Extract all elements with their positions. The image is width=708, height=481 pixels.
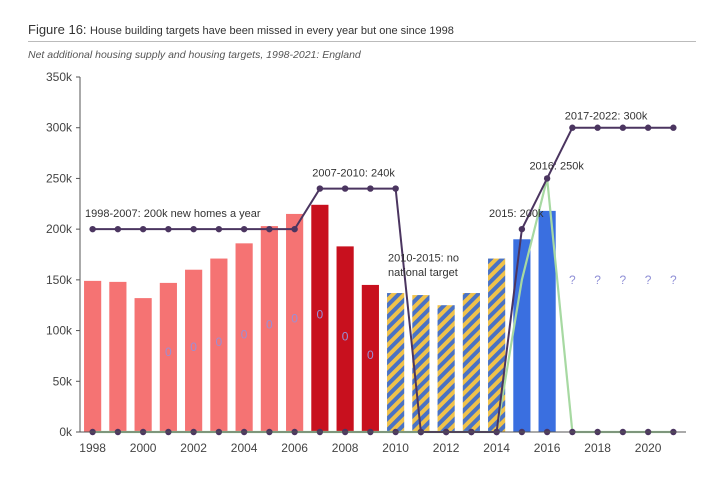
target-annotation: 2017-2022: 300k xyxy=(565,111,648,123)
figure-number: Figure 16: xyxy=(28,22,87,37)
y-tick-label: 50k xyxy=(53,374,73,388)
supply-bar xyxy=(286,213,304,432)
y-tick-label: 200k xyxy=(46,222,73,236)
supply-bar xyxy=(437,305,455,432)
unknown-target-mark: ? xyxy=(645,273,652,287)
target-point xyxy=(594,124,601,131)
target-point xyxy=(341,185,349,192)
supply-bar xyxy=(488,258,506,432)
zero-label: 0 xyxy=(241,328,248,342)
x-tick-label: 2010 xyxy=(382,441,409,455)
target-annotation: 2010-2015: no xyxy=(388,253,459,265)
x-tick-label: 2012 xyxy=(433,441,460,455)
target-point xyxy=(619,124,627,131)
supply-bar xyxy=(185,269,203,432)
x-tick-label: 2020 xyxy=(635,441,662,455)
supply-bar xyxy=(235,243,253,432)
supply-bar xyxy=(513,239,531,432)
target-annotation: 2007-2010: 240k xyxy=(312,167,395,179)
x-tick-label: 2004 xyxy=(231,441,258,455)
target-annotation: 1998-2007: 200k new homes a year xyxy=(85,208,261,220)
zero-label: 0 xyxy=(367,348,374,362)
zero-label: 0 xyxy=(317,307,324,321)
x-tick-label: 2006 xyxy=(281,441,308,455)
target-point xyxy=(240,225,248,233)
x-tick-label: 1998 xyxy=(79,441,106,455)
x-tick-label: 2008 xyxy=(332,441,359,455)
zero-label: 0 xyxy=(190,340,197,354)
supply-bar xyxy=(387,293,405,432)
supply-bar xyxy=(462,293,480,432)
zero-label: 0 xyxy=(342,330,349,344)
x-tick-label: 2002 xyxy=(180,441,207,455)
y-tick-label: 250k xyxy=(46,171,73,185)
figure-title: Figure 16: House building targets have b… xyxy=(28,22,454,37)
supply-bar xyxy=(109,281,127,432)
x-tick-label: 2016 xyxy=(534,441,561,455)
unknown-target-mark: ? xyxy=(670,273,677,287)
target-point xyxy=(518,225,526,233)
supply-bar xyxy=(538,210,556,432)
y-tick-label: 300k xyxy=(46,121,73,135)
supply-bar xyxy=(134,298,152,432)
y-tick-label: 350k xyxy=(46,70,73,84)
target-point xyxy=(266,225,273,233)
target-point xyxy=(644,124,652,131)
supply-bar xyxy=(260,226,278,432)
title-divider xyxy=(28,41,696,42)
target-point xyxy=(316,185,324,192)
supply-bar xyxy=(159,282,177,432)
y-tick-label: 0k xyxy=(59,425,73,439)
y-tick-label: 100k xyxy=(46,324,73,338)
target-point xyxy=(291,225,298,233)
target-point xyxy=(190,225,197,233)
unknown-target-mark: ? xyxy=(594,273,601,287)
x-tick-label: 2014 xyxy=(483,441,510,455)
supply-bar xyxy=(311,204,329,432)
zero-label: 0 xyxy=(266,318,273,332)
target-point xyxy=(543,175,551,182)
supply-bar xyxy=(361,284,379,432)
target-point xyxy=(569,124,576,131)
zero-label: 0 xyxy=(216,335,223,349)
target-point xyxy=(670,124,677,131)
figure-title-text: House building targets have been missed … xyxy=(90,25,454,37)
target-annotation: 2015: 200k xyxy=(489,208,544,220)
unknown-target-mark: ? xyxy=(569,273,576,287)
target-annotation: 2016: 250k xyxy=(529,160,584,172)
x-tick-label: 2000 xyxy=(130,441,157,455)
supply-bar xyxy=(84,280,102,432)
unknown-target-mark: ? xyxy=(620,273,627,287)
target-point xyxy=(392,185,399,192)
target-point xyxy=(367,185,374,192)
target-point xyxy=(89,225,96,233)
target-point xyxy=(165,225,172,233)
supply-bar xyxy=(210,258,228,432)
figure-subtitle: Net additional housing supply and housin… xyxy=(28,49,361,61)
target-annotation: national target xyxy=(388,267,458,279)
y-tick-label: 150k xyxy=(46,273,73,287)
x-tick-label: 2018 xyxy=(584,441,611,455)
target-point xyxy=(139,225,147,233)
supply-bar xyxy=(336,246,354,432)
target-point xyxy=(215,225,223,233)
target-point xyxy=(114,225,122,233)
supply-bar xyxy=(412,295,430,432)
zero-label: 0 xyxy=(165,345,172,359)
target-line xyxy=(92,126,674,433)
zero-label: 0 xyxy=(291,311,298,325)
